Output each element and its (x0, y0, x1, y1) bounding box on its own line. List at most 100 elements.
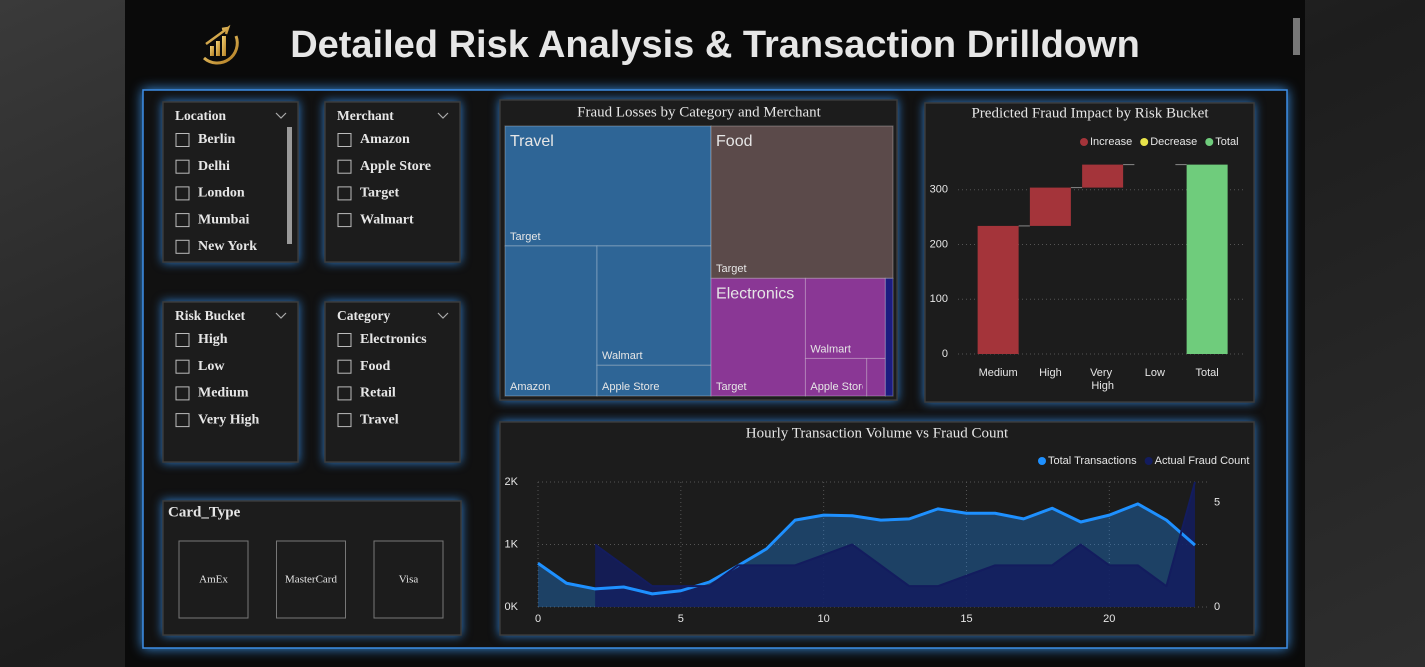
treemap-cell[interactable] (596, 364, 712, 397)
checkbox[interactable] (337, 133, 352, 147)
slicer-item[interactable]: Apple Store (360, 159, 431, 174)
treemap-cell[interactable] (866, 357, 886, 397)
legend-marker (1038, 457, 1046, 465)
checkbox[interactable] (337, 359, 352, 374)
area-fill (595, 482, 1195, 607)
treemap-group-label: Travel (510, 133, 554, 150)
slicer-item[interactable]: Electronics (360, 332, 427, 347)
legend-marker (1144, 457, 1153, 465)
slicer-item[interactable]: Target (360, 186, 399, 201)
checkbox[interactable] (175, 186, 190, 201)
card-button[interactable] (178, 540, 249, 619)
slicer-title: Risk Bucket (175, 308, 246, 323)
checkbox[interactable] (337, 333, 352, 347)
series-line[interactable] (594, 481, 1196, 588)
y-tick-label: 1K (505, 538, 519, 550)
x-tick-label: 0 (535, 613, 541, 625)
series-line[interactable] (537, 502, 1196, 596)
x-tick-label: 20 (1103, 613, 1115, 625)
treemap-leaf-label: Apple Store (602, 381, 659, 393)
y2-tick-label: 5 (1214, 497, 1220, 509)
legend-label[interactable]: Actual Fraud Count (1155, 455, 1250, 467)
x-tick-label: Low (1145, 367, 1165, 379)
slicer-item[interactable]: Retail (360, 386, 396, 401)
legend-label[interactable]: Total (1215, 136, 1238, 148)
checkbox[interactable] (337, 159, 352, 174)
legend-marker (1140, 138, 1149, 146)
page-title: Detailed Risk Analysis & Transaction Dri… (290, 24, 1140, 66)
treemap-group-label: Electronics (716, 286, 794, 303)
treemap-leaf-label: Amazon (510, 381, 550, 393)
dropdown-chevron[interactable] (437, 112, 449, 119)
slicer-item[interactable]: High (198, 332, 228, 347)
x-tick-label: 15 (960, 613, 972, 625)
waterfall-bar[interactable] (1029, 187, 1071, 226)
treemap-cell[interactable] (884, 277, 894, 397)
waterfall-bar[interactable] (1082, 164, 1124, 188)
treemap-cell[interactable] (710, 277, 806, 397)
slicer-item[interactable]: Amazon (360, 132, 410, 147)
legend-label[interactable]: Increase (1090, 136, 1132, 148)
slicer-title: Merchant (337, 108, 394, 123)
treemap-leaf-label: Apple Store (810, 381, 867, 393)
card-button-label[interactable]: AmEx (199, 574, 228, 586)
checkbox[interactable] (175, 359, 190, 374)
waterfall-bar[interactable] (977, 225, 1019, 354)
slicer-item[interactable]: Walmart (360, 212, 414, 227)
treemap-cell[interactable] (504, 245, 598, 397)
slicer-panel (162, 301, 299, 463)
slicer-item[interactable]: Very High (198, 412, 260, 427)
slicer-item[interactable]: Berlin (198, 132, 236, 147)
slicer-item[interactable]: Low (198, 359, 225, 374)
x-tick-label: Medium (979, 367, 1018, 379)
slicer-item[interactable]: Mumbai (198, 212, 249, 227)
checkbox[interactable] (175, 239, 190, 254)
checkbox[interactable] (337, 386, 352, 401)
y-tick-label: 0K (505, 601, 519, 613)
slicer-item[interactable]: Food (360, 359, 391, 374)
dropdown-chevron[interactable] (275, 112, 287, 119)
checkbox[interactable] (175, 159, 190, 174)
slicer-item[interactable]: Medium (198, 386, 249, 401)
logo (203, 24, 239, 65)
checkbox[interactable] (175, 333, 190, 347)
x-tick-label: Total (1196, 367, 1219, 379)
x-tick-label: 10 (818, 613, 830, 625)
treemap-leaf-label: Target (716, 381, 747, 393)
legend-marker (1080, 138, 1088, 146)
chart-title: Hourly Transaction Volume vs Fraud Count (746, 425, 1009, 441)
y-tick-label: 200 (930, 238, 948, 250)
treemap-cell[interactable] (596, 245, 712, 366)
treemap-group-label: Food (716, 133, 752, 150)
checkbox[interactable] (175, 133, 190, 147)
treemap-cell[interactable] (504, 125, 712, 247)
dropdown-chevron[interactable] (275, 312, 287, 319)
slicer-item[interactable]: Delhi (198, 159, 230, 174)
checkbox[interactable] (337, 413, 352, 428)
dropdown-chevron[interactable] (437, 312, 449, 319)
slicer-item[interactable]: Travel (360, 412, 399, 427)
slicer-title: Category (337, 308, 390, 323)
card-button-label[interactable]: Visa (399, 574, 419, 586)
x-tick-label: 5 (678, 613, 684, 625)
card-button[interactable] (276, 540, 346, 619)
scrollbar (1293, 18, 1300, 55)
y-tick-label: 2K (505, 476, 519, 488)
checkbox[interactable] (175, 213, 190, 228)
legend-label[interactable]: Total Transactions (1048, 455, 1137, 467)
checkbox[interactable] (175, 413, 190, 428)
treemap-cell[interactable] (710, 125, 894, 279)
checkbox[interactable] (337, 186, 352, 201)
legend-label[interactable]: Decrease (1150, 136, 1197, 148)
legend-marker (1205, 138, 1214, 146)
slicer-scrollbar[interactable] (287, 127, 292, 244)
checkbox[interactable] (337, 213, 352, 228)
waterfall-bar[interactable] (1186, 164, 1228, 354)
card-button-label[interactable]: MasterCard (285, 574, 337, 586)
slicer-item[interactable]: London (198, 186, 245, 201)
card-button[interactable] (373, 540, 444, 619)
treemap-leaf-label: Target (510, 231, 541, 243)
checkbox[interactable] (175, 386, 190, 401)
slicer-item[interactable]: New York (198, 239, 257, 254)
